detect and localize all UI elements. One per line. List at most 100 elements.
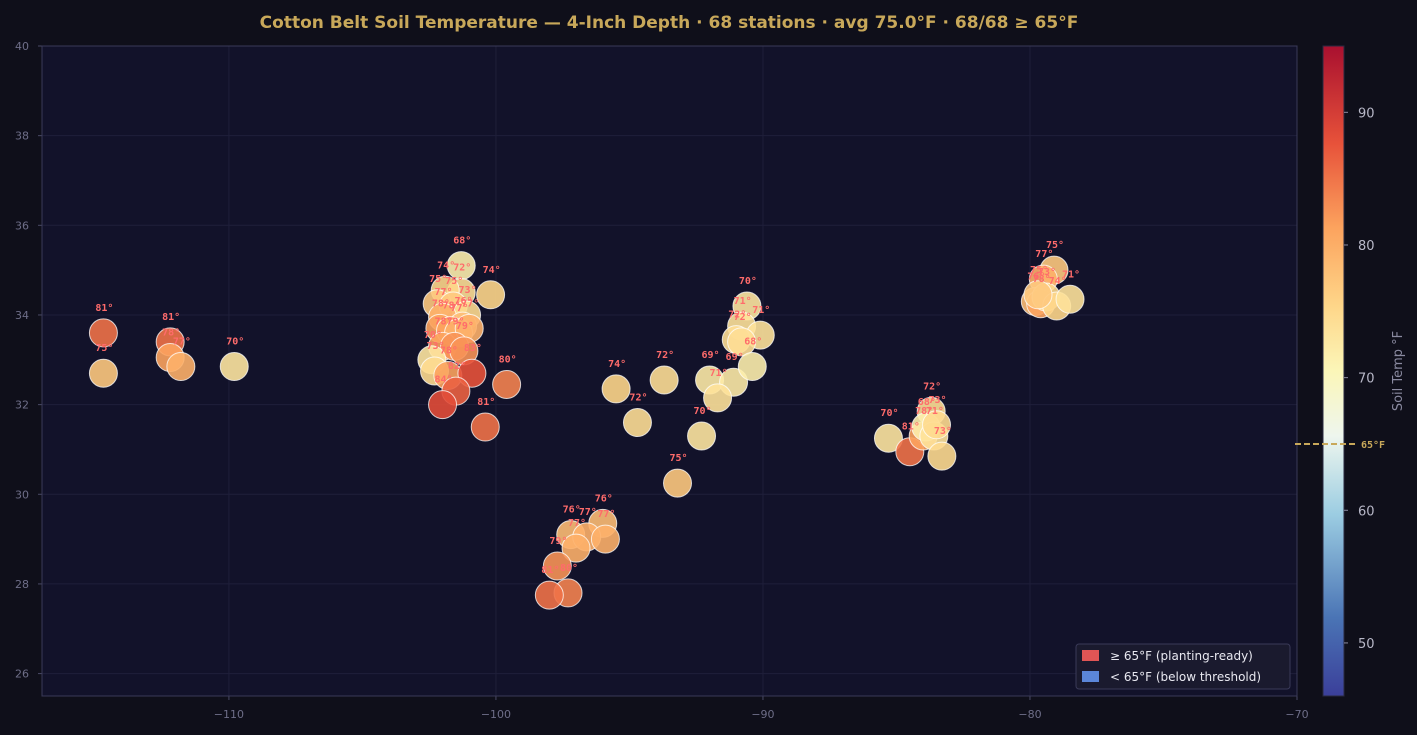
y-axis: 26 28 30 32 34 36 38 40 [15, 40, 42, 681]
station-temp-label: 80° [560, 563, 578, 574]
y-tick-label: 34 [15, 309, 29, 322]
station-temp-label: 77° [1035, 249, 1053, 260]
station-marker[interactable] [703, 383, 733, 413]
colorbar-label: Soil Temp °F [1391, 331, 1406, 411]
station-temp-label: 77° [451, 303, 469, 314]
station-marker[interactable] [687, 421, 717, 451]
station-temp-label: 77° [435, 287, 453, 298]
station-marker[interactable] [476, 280, 506, 310]
station-marker[interactable] [470, 412, 500, 442]
station-temp-label: 82° [448, 361, 466, 372]
station-temp-label: 75° [95, 343, 113, 354]
colorbar-tick-label: 90 [1358, 106, 1375, 121]
station-temp-label: 71° [926, 406, 944, 417]
station-marker[interactable] [922, 410, 952, 440]
legend: ≥ 65°F (planting-ready) < 65°F (below th… [1075, 643, 1291, 690]
station-marker[interactable] [873, 423, 903, 453]
station-temp-label: 84° [435, 375, 453, 386]
station-temp-label: 77° [597, 509, 615, 520]
station-temp-label: 77° [173, 337, 191, 348]
station-temp-label: 75° [1030, 265, 1048, 276]
station-marker[interactable] [88, 318, 118, 348]
x-tick-label: −110 [214, 708, 244, 721]
station-temp-label: 75° [429, 274, 447, 285]
station-temp-label: 71° [734, 296, 752, 307]
station-temp-label: 73° [459, 285, 477, 296]
station-temp-label: 78° [162, 328, 180, 339]
station-marker[interactable] [561, 533, 591, 563]
station-temp-label: 69° [726, 352, 744, 363]
station-marker[interactable] [590, 524, 620, 554]
station-marker[interactable] [601, 374, 631, 404]
station-marker[interactable] [663, 468, 693, 498]
colorbar-ticks: 50 60 70 80 90 [1344, 106, 1375, 652]
station-temp-label: 77° [568, 518, 586, 529]
station-temp-label: 73° [934, 426, 952, 437]
station-temp-label: 68° [453, 236, 471, 247]
station-temp-label: 78° [1033, 274, 1051, 285]
threshold-label: 65°F [1361, 440, 1385, 451]
station-marker[interactable] [428, 390, 458, 420]
station-markers [88, 251, 1085, 610]
station-temp-label: 76° [1027, 272, 1045, 283]
station-marker[interactable] [88, 358, 118, 388]
station-marker[interactable] [649, 365, 679, 395]
station-temp-label: 68° [918, 397, 936, 408]
station-temp-label: 70° [226, 337, 244, 348]
x-axis: −110 −100 −90 −80 −70 [214, 696, 1309, 721]
y-tick-label: 28 [15, 578, 29, 591]
station-temp-label: 81° [477, 397, 495, 408]
station-temp-label: 78° [443, 301, 461, 312]
station-marker[interactable] [492, 369, 522, 399]
station-temp-label: 70° [880, 408, 898, 419]
station-marker[interactable] [727, 327, 757, 357]
station-temp-label: 76° [455, 296, 473, 307]
station-temp-label: 81° [162, 312, 180, 323]
station-marker[interactable] [542, 551, 572, 581]
colorbar: 50 60 70 80 90 65°F Soil Temp °F [1295, 45, 1406, 697]
station-temp-label: 71° [752, 305, 770, 316]
station-labels: 81°75°81°78°77° 70°68°72°74° 74°75°75°73°7… [95, 236, 1080, 576]
station-marker[interactable] [927, 441, 957, 471]
station-temp-label: 79° [447, 316, 465, 327]
station-marker[interactable] [534, 580, 564, 610]
station-temp-label: 83° [464, 343, 482, 354]
station-temp-label: 81° [902, 422, 920, 433]
station-temp-label: 72° [728, 310, 746, 321]
station-marker[interactable] [622, 408, 652, 438]
plot-frame [41, 45, 1298, 697]
legend-label-above: ≥ 65°F (planting-ready) [1110, 649, 1253, 663]
station-temp-label: 74° [608, 359, 626, 370]
x-tick-label: −70 [1285, 708, 1308, 721]
station-temp-label: 76° [595, 493, 613, 504]
chart-title: Cotton Belt Soil Temperature — 4-Inch De… [260, 13, 1079, 33]
colorbar-tick-label: 70 [1358, 372, 1375, 387]
station-temp-label: 68° [744, 337, 762, 348]
station-marker[interactable] [219, 352, 249, 382]
station-marker[interactable] [1023, 280, 1053, 310]
y-tick-label: 36 [15, 219, 29, 232]
station-temp-label: 80° [499, 354, 517, 365]
station-temp-label: 73° [426, 341, 444, 352]
station-temp-label: 75° [445, 276, 463, 287]
colorbar-tick-label: 60 [1358, 504, 1375, 519]
y-tick-label: 26 [15, 668, 29, 681]
station-temp-label: 79° [456, 321, 474, 332]
station-temp-label: 70° [424, 330, 442, 341]
legend-swatch-below [1082, 671, 1099, 682]
station-temp-label: 72° [453, 263, 471, 274]
station-temp-label: 81° [541, 565, 559, 576]
station-marker[interactable] [737, 352, 767, 382]
station-temp-label: 70° [694, 406, 712, 417]
legend-label-below: < 65°F (below threshold) [1110, 670, 1261, 684]
station-temp-label: 77° [579, 507, 597, 518]
x-tick-label: −80 [1018, 708, 1041, 721]
station-temp-label: 72° [629, 393, 647, 404]
station-marker[interactable] [166, 352, 196, 382]
station-temp-label: 78° [432, 298, 450, 309]
station-temp-label: 71° [710, 368, 728, 379]
station-temp-label: 69° [702, 350, 720, 361]
station-marker[interactable] [1055, 284, 1085, 314]
y-tick-label: 38 [15, 130, 29, 143]
